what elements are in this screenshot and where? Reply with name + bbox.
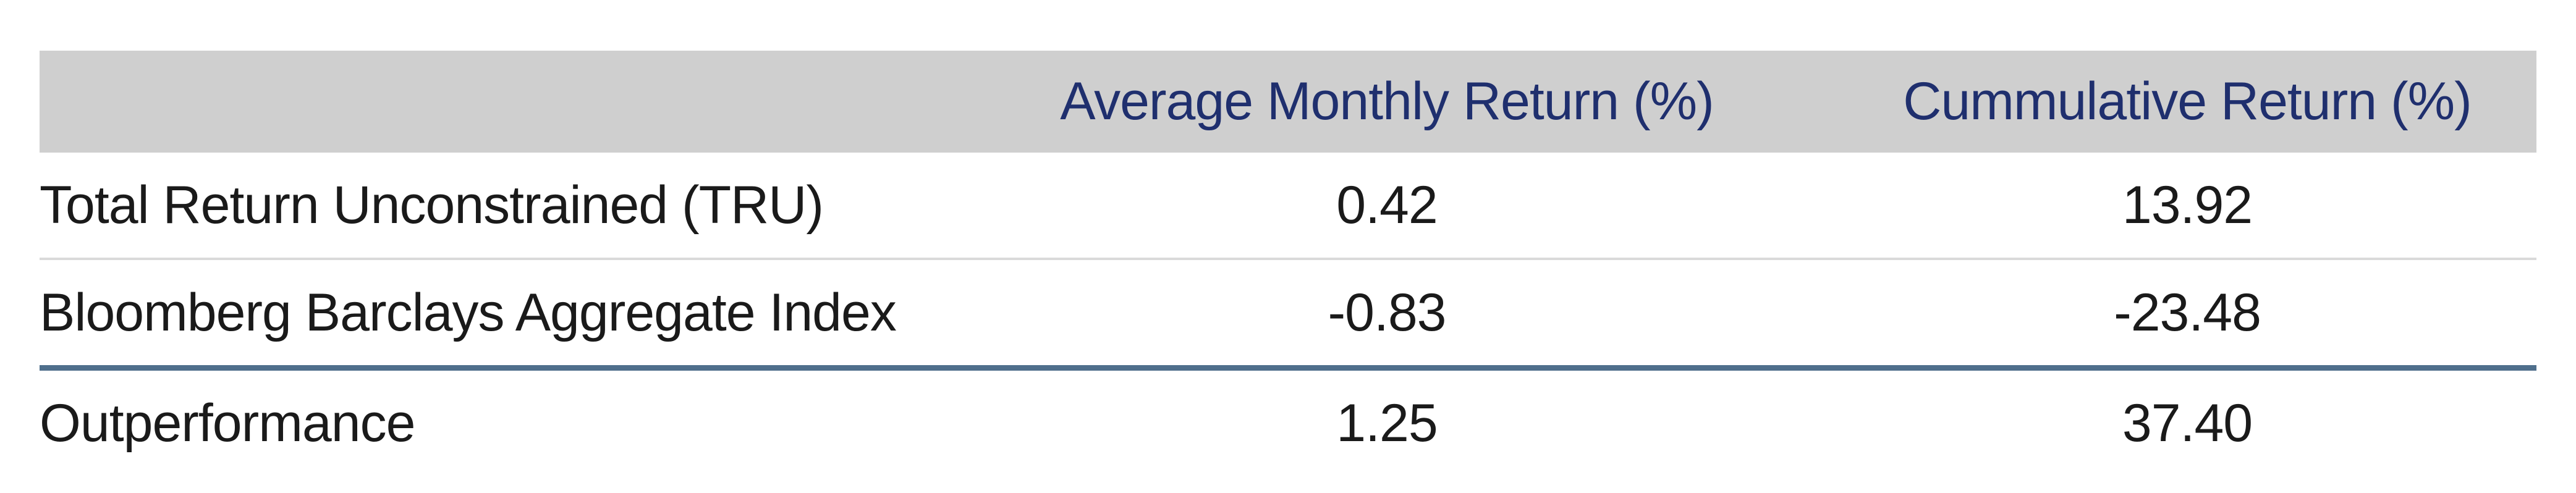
- header-label-column: [40, 51, 1028, 153]
- average-monthly-return-value: 1.25: [1336, 393, 1438, 453]
- row-label: Outperformance: [40, 393, 415, 453]
- header-cumulative-return: Cummulative Return (%): [1903, 72, 2472, 131]
- table-row-tru: Total Return Unconstrained (TRU) 0.42 13…: [40, 153, 2536, 258]
- average-monthly-return-value: 0.42: [1336, 175, 1438, 235]
- row-label: Bloomberg Barclays Aggregate Index: [40, 282, 897, 342]
- row-divider: [40, 258, 2536, 260]
- row-label: Total Return Unconstrained (TRU): [40, 175, 824, 235]
- table-row-bloomberg: Bloomberg Barclays Aggregate Index -0.83…: [40, 260, 2536, 365]
- cumulative-return-value: 37.40: [2122, 393, 2253, 453]
- returns-table: Average Monthly Return (%) Cummulative R…: [40, 51, 2536, 476]
- header-average-monthly-return: Average Monthly Return (%): [1060, 72, 1714, 131]
- average-monthly-return-value: -0.83: [1328, 282, 1446, 342]
- table-header: Average Monthly Return (%) Cummulative R…: [40, 51, 2536, 153]
- total-divider: [40, 365, 2536, 371]
- table-row-outperformance: Outperformance 1.25 37.40: [40, 371, 2536, 476]
- cumulative-return-value: 13.92: [2122, 175, 2253, 235]
- cumulative-return-value: -23.48: [2114, 282, 2261, 342]
